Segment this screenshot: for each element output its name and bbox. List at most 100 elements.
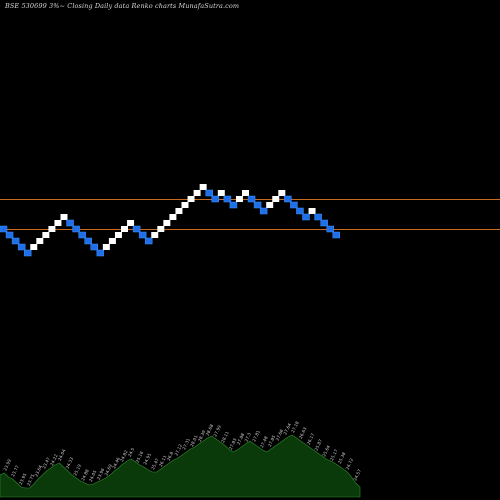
renko-brick-down — [314, 213, 322, 221]
volume-label: 24.57 — [352, 468, 362, 481]
renko-brick-down — [205, 189, 213, 197]
volume-label: 24.95 — [142, 452, 152, 465]
volume-label: 25.64 — [321, 444, 331, 457]
renko-brick-up — [278, 190, 286, 196]
renko-brick-up — [163, 220, 171, 226]
volume-label: 23.75 — [26, 473, 36, 486]
renko-brick-down — [229, 201, 238, 209]
renko-brick-down — [296, 207, 304, 215]
volume-label: 27.66 — [275, 428, 285, 441]
chart-subtitle: Closing Daily data Renko charts MunafaSu… — [67, 2, 240, 10]
renko-brick-down — [66, 219, 74, 227]
renko-brick-up — [308, 208, 316, 214]
renko-brick-up — [272, 196, 280, 202]
renko-brick-down — [332, 231, 340, 239]
volume-label: 27.18 — [290, 420, 300, 433]
chart-caption: BSE 530699 3%~ Closing Daily data Renko … — [5, 2, 239, 10]
renko-brick-down — [132, 225, 141, 233]
renko-brick-down — [23, 249, 32, 257]
renko-brick-down — [96, 249, 105, 257]
volume-label: 25.17 — [329, 448, 339, 461]
volume-label: 28.01 — [189, 434, 199, 447]
renko-brick-up — [157, 226, 165, 232]
chart-symbol: BSE 530699 3%~ — [5, 2, 66, 10]
renko-brick-down — [259, 207, 268, 215]
volume-label: 27.31 — [181, 437, 191, 450]
renko-brick-up — [217, 190, 225, 196]
renko-brick-down — [5, 231, 14, 239]
renko-brick-down — [326, 225, 334, 233]
renko-brick-up — [48, 226, 56, 232]
volume-label: 24.5 — [127, 447, 136, 458]
volume-label: 23.64 — [33, 464, 43, 477]
volume-label: 24.88 — [80, 468, 90, 481]
renko-brick-down — [90, 243, 98, 251]
volume-label: 25.47 — [150, 457, 160, 470]
renko-brick-up — [242, 190, 249, 196]
renko-brick-down — [138, 231, 147, 239]
volume-label: 26.63 — [298, 426, 308, 439]
volume-label: 27.3 — [243, 432, 252, 443]
renko-brick-down — [17, 243, 26, 251]
volume-label: 27.81 — [251, 429, 261, 442]
volume-label: 27.88 — [236, 432, 246, 445]
volume-label: 25.38 — [337, 451, 347, 464]
volume-label: 27.99 — [212, 424, 222, 437]
volume-label: 26.11 — [158, 454, 168, 467]
volume-label: 27.48 — [259, 435, 269, 448]
renko-brick-up — [181, 202, 189, 208]
renko-brick-down — [144, 237, 153, 245]
renko-brick-up — [127, 220, 135, 226]
renko-brick-up — [30, 244, 38, 250]
renko-brick-down — [247, 195, 256, 203]
volume-label: 24.46 — [111, 456, 121, 469]
renko-brick-down — [84, 237, 92, 245]
renko-brick-down — [11, 237, 20, 245]
volume-label: 24.72 — [345, 457, 355, 470]
volume-area — [0, 434, 361, 498]
renko-brick-up — [175, 208, 183, 214]
renko-brick-up — [151, 232, 159, 238]
renko-brick-down — [284, 195, 292, 203]
volume-label: 25.87 — [313, 438, 323, 451]
renko-brick-up — [36, 238, 44, 244]
renko-brick-up — [235, 196, 243, 202]
volume-label: 27.12 — [173, 443, 183, 456]
volume-label: 24.22 — [49, 453, 59, 466]
renko-brick-down — [253, 201, 262, 209]
volume-label: 23.47 — [41, 456, 51, 469]
renko-brick-up — [102, 244, 110, 250]
volume-label: 28.39 — [197, 429, 207, 442]
volume-label: 24.69 — [103, 463, 113, 476]
volume-label: 25.19 — [72, 463, 82, 476]
volume-label: 28.11 — [220, 430, 230, 443]
renko-brick-down — [78, 231, 86, 239]
volume-label: 27.85 — [267, 434, 277, 447]
volume-label: 28.68 — [205, 423, 215, 436]
renko-brick-down — [320, 219, 328, 227]
renko-brick-up — [108, 238, 116, 244]
volume-label: 25.16 — [135, 450, 145, 463]
volume-label: 27.83 — [228, 437, 238, 450]
renko-brick-up — [266, 202, 274, 208]
volume-label: 23.77 — [10, 464, 20, 477]
volume-label: 24.04 — [57, 448, 67, 461]
volume-label: 24.82 — [119, 449, 129, 462]
renko-brick-down — [302, 213, 310, 221]
reference-lines — [0, 199, 500, 230]
volume-label: 23.99 — [2, 458, 12, 471]
renko-brick-down — [0, 225, 8, 233]
volume-label: 26.8 — [166, 451, 175, 462]
volume-label: 23.95 — [18, 472, 28, 485]
renko-brick-up — [169, 214, 177, 220]
volume-label: 26.17 — [306, 432, 316, 445]
volume-panel: 23.9923.7723.9523.7523.6423.4724.2224.04… — [0, 420, 362, 498]
renko-brick-up — [199, 184, 207, 190]
renko-brick-up — [121, 226, 128, 232]
renko-brick-up — [114, 232, 122, 238]
renko-brick-up — [187, 196, 195, 202]
volume-label: 27.64 — [282, 422, 292, 435]
volume-label: 24.05 — [88, 469, 98, 482]
renko-brick-down — [223, 195, 232, 203]
